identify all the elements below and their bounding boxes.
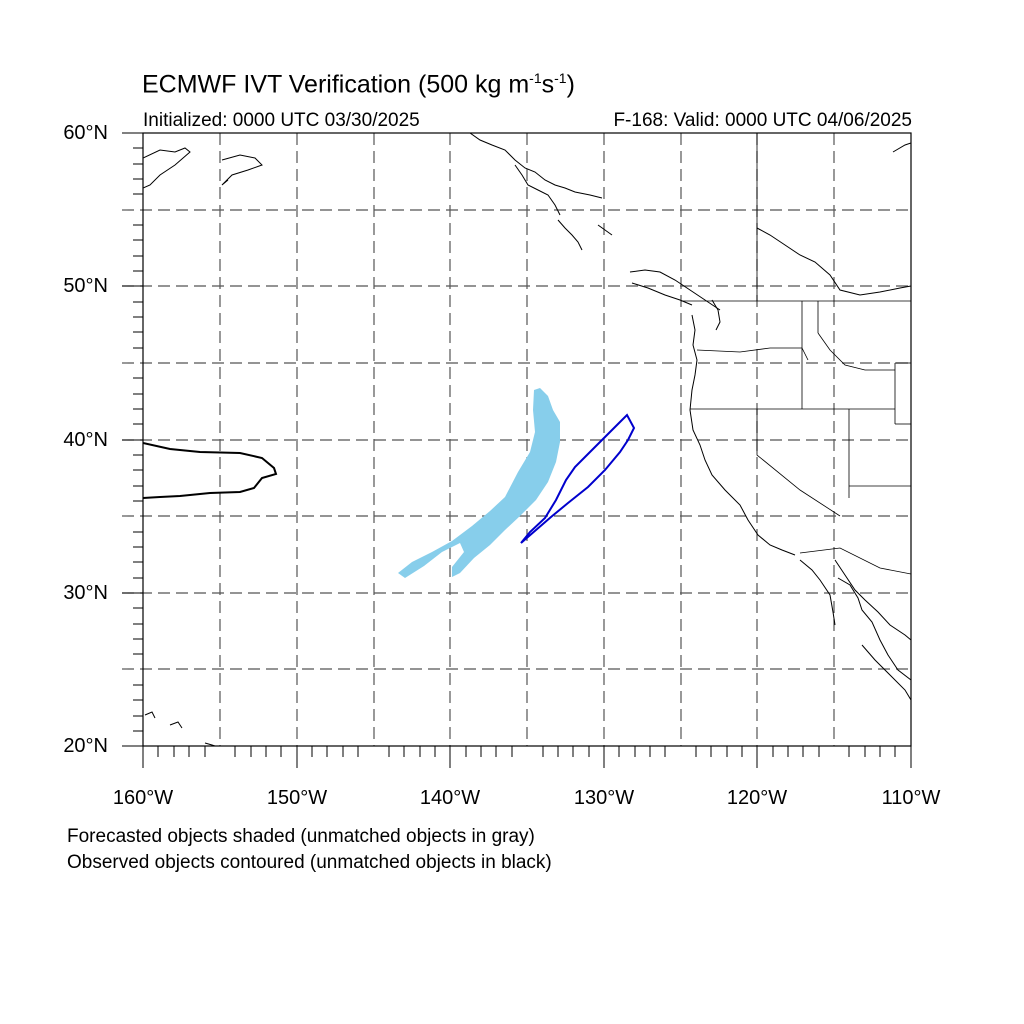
forecast-object	[398, 388, 560, 578]
coastline	[143, 133, 911, 746]
observed-unmatched-object	[143, 442, 278, 499]
lon-label-150w: 150°W	[266, 787, 328, 809]
grid-lines	[122, 133, 911, 746]
lat-ticks	[122, 132, 143, 747]
lon-label-120w: 120°W	[726, 787, 788, 809]
lon-ticks	[142, 746, 912, 768]
lat-label-40n: 40°N	[63, 429, 108, 451]
initialized-time: Initialized: 0000 UTC 03/30/2025	[143, 110, 420, 131]
lon-label-110w: 110°W	[881, 787, 941, 809]
lat-label-60n: 60°N	[63, 122, 108, 144]
map-title: ECMWF IVT Verification (500 kg m-1s-1)	[142, 70, 575, 99]
lat-label-50n: 50°N	[63, 275, 108, 297]
lat-label-20n: 20°N	[63, 735, 108, 757]
lon-label-140w: 140°W	[419, 787, 481, 809]
observed-note: Observed objects contoured (unmatched ob…	[67, 852, 552, 873]
state-borders	[681, 133, 911, 575]
valid-time: F-168: Valid: 0000 UTC 04/06/2025	[613, 110, 912, 131]
lat-label-30n: 30°N	[63, 582, 108, 604]
observed-matched-object	[520, 413, 636, 544]
forecast-note: Forecasted objects shaded (unmatched obj…	[67, 826, 535, 847]
lon-label-130w: 130°W	[573, 787, 635, 809]
lon-label-160w: 160°W	[112, 787, 174, 809]
